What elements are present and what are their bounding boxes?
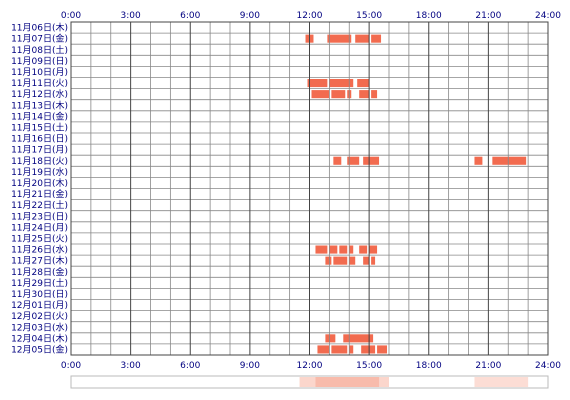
summary-density-band — [315, 377, 380, 387]
row-label: 11月26日(水) — [11, 244, 68, 256]
row-label: 12月03日(水) — [11, 321, 68, 333]
summary-density-band — [474, 377, 529, 387]
plot-border — [70, 21, 549, 356]
summary-strip — [70, 375, 549, 389]
activity-bar — [371, 256, 376, 265]
activity-bar — [492, 156, 527, 165]
x-tick-label: 15:00 — [356, 11, 382, 21]
x-tick-label: 12:00 — [297, 361, 323, 371]
activity-bar — [363, 156, 380, 165]
x-tick-label: 6:00 — [180, 361, 200, 371]
row-label: 11月29日(土) — [11, 277, 68, 289]
activity-bar — [363, 256, 370, 265]
x-tick-label: 18:00 — [416, 361, 442, 371]
activity-bar — [343, 334, 374, 343]
activity-bar — [359, 90, 370, 99]
row-label: 11月08日(土) — [11, 44, 68, 56]
activity-bar — [333, 156, 342, 165]
row-label: 12月01日(月) — [11, 300, 68, 311]
row-label: 11月16日(日) — [11, 134, 68, 145]
row-label: 11月18日(火) — [11, 156, 68, 167]
row-label: 11月11日(火) — [11, 78, 68, 89]
x-tick-label: 9:00 — [240, 11, 260, 21]
activity-bar — [329, 79, 354, 88]
x-tick-label: 0:00 — [61, 11, 81, 21]
top-axis-labels: 0:00 3:00 6:00 9:00 12:00 15:00 18:00 21:00 24:0… — [61, 11, 561, 21]
row-label: 11月23日(日) — [11, 211, 68, 222]
x-tick-label: 9:00 — [240, 361, 260, 371]
x-tick-label: 21:00 — [475, 11, 501, 21]
row-label: 11月10日(月) — [11, 67, 68, 78]
activity-bar — [474, 156, 483, 165]
row-label: 11月07日(金) — [11, 33, 68, 45]
activity-bar — [315, 245, 328, 254]
row-label: 12月05日(金) — [11, 343, 68, 355]
row-label: 11月14日(金) — [11, 110, 68, 122]
grid-lines — [70, 21, 549, 356]
row-label: 11月12日(水) — [11, 88, 68, 100]
x-tick-label: 18:00 — [416, 11, 442, 21]
activity-bar — [359, 245, 368, 254]
x-tick-label: 24:00 — [535, 11, 561, 21]
row-label: 11月13日(木) — [11, 99, 68, 111]
activity-bar — [325, 334, 336, 343]
x-tick-label: 12:00 — [297, 11, 323, 21]
activity-bar — [329, 245, 338, 254]
row-label: 11月06日(木) — [11, 22, 68, 34]
activity-bar — [377, 345, 388, 354]
x-tick-label: 0:00 — [61, 361, 81, 371]
row-label: 11月20日(木) — [11, 177, 68, 189]
activity-bar — [349, 345, 354, 354]
activity-bar — [317, 345, 330, 354]
activity-bar — [369, 245, 378, 254]
row-label: 11月19日(水) — [11, 166, 68, 178]
row-label: 12月02日(火) — [11, 311, 68, 322]
row-label: 11月27日(木) — [11, 255, 68, 267]
row-label: 11月22日(土) — [11, 199, 68, 211]
x-tick-label: 3:00 — [121, 11, 141, 21]
row-label: 11月28日(金) — [11, 266, 68, 278]
activity-bar — [311, 90, 330, 99]
bottom-axis-labels: 0:00 3:00 6:00 9:00 12:00 15:00 18:00 21:00 24:0… — [61, 361, 561, 371]
row-label: 11月30日(日) — [11, 289, 68, 300]
row-labels: 11月06日(木)11月07日(金)11月08日(土)11月09日(日)11月1… — [11, 22, 68, 356]
activity-bar — [371, 90, 378, 99]
row-label: 11月24日(月) — [11, 222, 68, 233]
x-tick-label: 24:00 — [535, 361, 561, 371]
activity-bar — [331, 90, 346, 99]
row-label: 11月17日(月) — [11, 145, 68, 156]
activity-bar — [347, 156, 360, 165]
activity-bar — [325, 256, 332, 265]
row-label: 11月25日(火) — [11, 233, 68, 244]
activity-bar — [371, 34, 382, 43]
activity-bars — [305, 34, 527, 354]
activity-bar — [327, 34, 352, 43]
row-label: 12月04日(木) — [11, 332, 68, 344]
x-tick-label: 3:00 — [121, 361, 141, 371]
activity-bar — [339, 245, 348, 254]
activity-bar — [349, 256, 356, 265]
row-label: 11月09日(日) — [11, 56, 68, 67]
x-tick-label: 15:00 — [356, 361, 382, 371]
row-label: 11月21日(金) — [11, 188, 68, 200]
activity-bar — [333, 256, 348, 265]
x-tick-label: 21:00 — [475, 361, 501, 371]
activity-bar — [355, 34, 370, 43]
x-tick-label: 6:00 — [180, 11, 200, 21]
activity-bar — [331, 345, 348, 354]
activity-bar — [361, 345, 376, 354]
activity-bar — [349, 245, 354, 254]
activity-bar — [307, 79, 328, 88]
activity-bar — [357, 79, 370, 88]
row-label: 11月15日(土) — [11, 121, 68, 133]
